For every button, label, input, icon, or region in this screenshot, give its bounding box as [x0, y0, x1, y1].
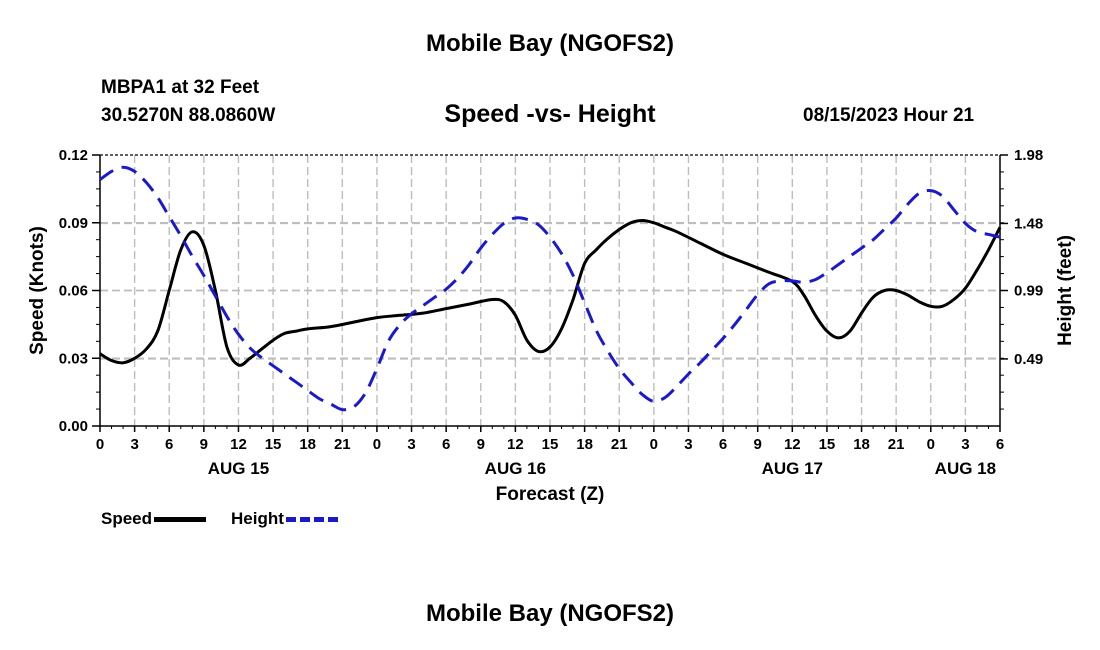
legend-speed-label: Speed: [101, 509, 153, 528]
date-label: AUG 17: [762, 459, 823, 478]
date-label: AUG 18: [935, 459, 996, 478]
date-label: AUG 15: [208, 459, 269, 478]
y2-tick-label: 1.98: [1014, 147, 1043, 164]
station-coordinates: 30.5270N 88.0860W: [101, 105, 276, 126]
x-tick-label: 15: [542, 436, 559, 453]
footer-title: Mobile Bay (NGOFS2): [425, 600, 675, 627]
chart-datetime: 08/15/2023 Hour 21: [803, 105, 975, 126]
x-tick-label: 15: [819, 436, 836, 453]
x-tick-label: 12: [507, 436, 524, 453]
x-tick-label: 6: [442, 436, 450, 453]
x-tick-label: 18: [299, 436, 316, 453]
y2-tick-label: 0.49: [1014, 351, 1043, 368]
date-label: AUG 16: [485, 459, 546, 478]
x-tick-label: 0: [373, 436, 381, 453]
x-tick-label: 3: [684, 436, 692, 453]
x-tick-label: 9: [754, 436, 762, 453]
x-tick-label: 6: [996, 436, 1004, 453]
legend-speed-swatch: [154, 516, 207, 522]
x-tick-label: 18: [576, 436, 593, 453]
y-tick-label: 0.12: [59, 147, 88, 164]
y2-tick-label: 1.48: [1014, 215, 1043, 232]
y-axis-title: Speed (Knots): [27, 226, 48, 355]
legend-speed: Speed: [101, 509, 207, 529]
x-tick-label: 9: [477, 436, 485, 453]
series-line-speed: [99, 219, 1002, 367]
legend-height-label: Height: [231, 509, 284, 528]
x-tick-label: 3: [407, 436, 415, 453]
x-tick-label: 0: [650, 436, 658, 453]
x-axis-title: Forecast (Z): [496, 484, 605, 505]
x-tick-label: 21: [611, 436, 628, 453]
x-tick-label: 12: [784, 436, 801, 453]
x-tick-label: 6: [719, 436, 727, 453]
y-tick-label: 0.03: [59, 350, 88, 367]
y2-axis-title: Height (feet): [1055, 235, 1076, 346]
x-tick-label: 9: [200, 436, 208, 453]
x-tick-label: 15: [265, 436, 282, 453]
y-tick-label: 0.06: [59, 283, 88, 300]
page-title: Mobile Bay (NGOFS2): [425, 30, 675, 57]
chart-title: Speed -vs- Height: [444, 100, 656, 128]
x-tick-label: 0: [927, 436, 935, 453]
y2-tick-label: 0.99: [1014, 283, 1043, 300]
x-tick-label: 18: [853, 436, 870, 453]
x-tick-label: 0: [96, 436, 104, 453]
station-name: MBPA1 at 32 Feet: [101, 77, 260, 98]
series-line-height: [99, 165, 1001, 412]
x-tick-label: 6: [165, 436, 173, 453]
x-tick-label: 3: [130, 436, 138, 453]
y-tick-label: 0.00: [59, 418, 88, 435]
x-tick-label: 12: [230, 436, 247, 453]
y-tick-label: 0.09: [59, 215, 88, 232]
legend-height-swatch: [285, 516, 338, 522]
x-tick-label: 21: [334, 436, 351, 453]
x-tick-label: 3: [961, 436, 969, 453]
legend-height: Height: [231, 509, 338, 529]
x-tick-label: 21: [888, 436, 905, 453]
